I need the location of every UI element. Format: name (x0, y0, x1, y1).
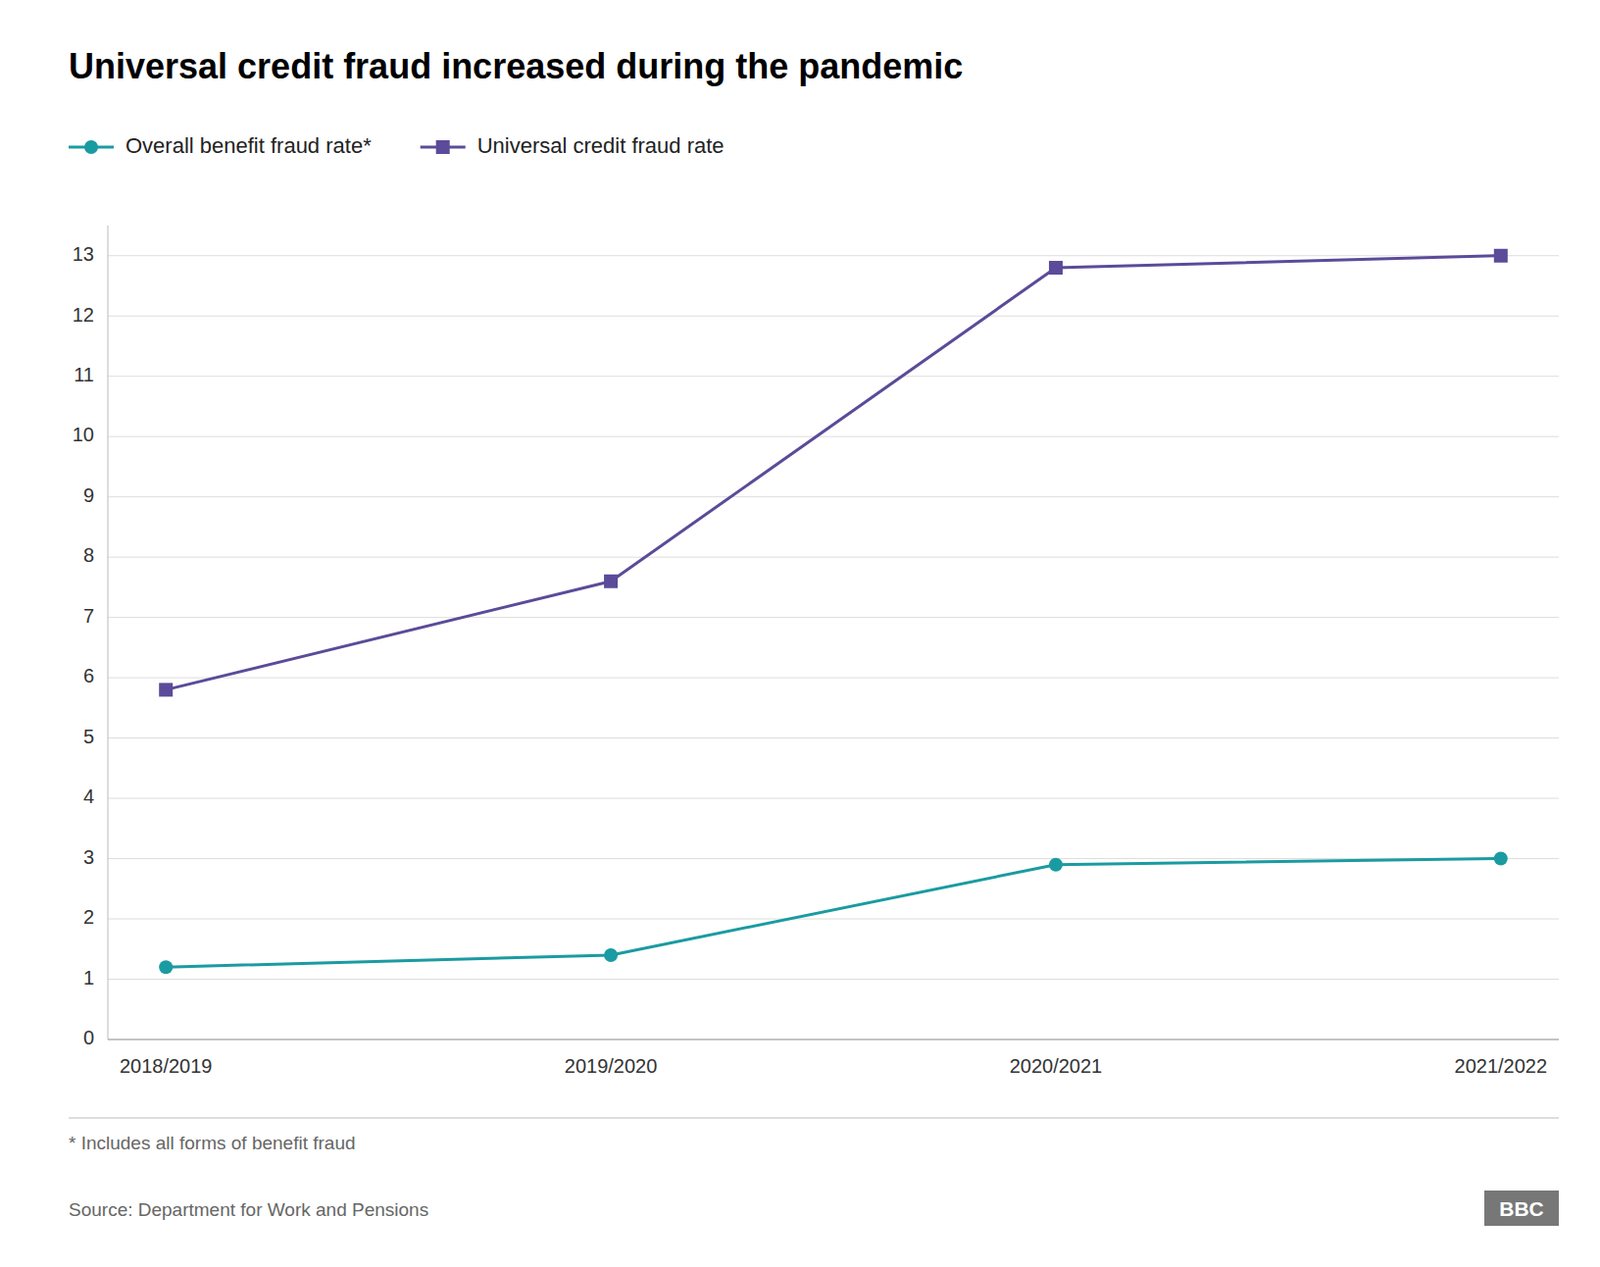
y-tick-label: 1 (83, 966, 95, 989)
y-tick-label: 8 (83, 544, 95, 566)
x-tick-label: 2019/2020 (564, 1054, 658, 1077)
plot-area (158, 249, 1508, 974)
marker (603, 574, 618, 589)
grid-line (107, 496, 1559, 498)
separator (68, 1117, 1559, 1119)
y-tick-label: 2 (83, 905, 95, 928)
legend-item: Overall benefit fraud rate* (68, 133, 372, 158)
line (165, 255, 1501, 691)
y-tick-label: 9 (83, 484, 95, 506)
y-tick-label: 5 (83, 725, 95, 748)
marker (1494, 249, 1508, 263)
marker (1049, 260, 1063, 275)
marker (1049, 857, 1063, 872)
series (158, 851, 1508, 975)
x-tick-label: 2018/2019 (119, 1054, 213, 1077)
x-axis: 2018/2019 2019/2020 2020/2021 2021/2022 (107, 1039, 1559, 1077)
grid-line (107, 798, 1559, 800)
legend-label: Overall benefit fraud rate* (125, 133, 372, 158)
line (165, 858, 1501, 968)
legend-marker (84, 140, 99, 154)
grid-line (107, 436, 1559, 438)
grid-line (107, 918, 1559, 920)
y-tick-label: 7 (83, 604, 95, 627)
grid-line (107, 254, 1559, 256)
y-tick-label: 10 (72, 423, 95, 446)
x-axis-line (107, 1038, 1559, 1040)
badge-box (1484, 1190, 1559, 1226)
y-tick-label: 3 (83, 846, 95, 868)
y-axis-line (107, 225, 109, 1040)
footnote: * Includes all forms of benefit fraud (68, 1132, 356, 1153)
source: Source: Department for Work and Pensions (68, 1199, 429, 1220)
marker (1494, 851, 1508, 866)
marker (158, 959, 173, 974)
grid-line (107, 677, 1559, 679)
background (0, 0, 1600, 1267)
marker (603, 948, 618, 962)
grid-line (107, 737, 1559, 739)
marker (158, 682, 173, 697)
grid-line (107, 1039, 1559, 1041)
x-tick-label: 2021/2022 (1454, 1054, 1549, 1077)
y-tick-label: 13 (72, 243, 95, 265)
grid-line (107, 978, 1559, 980)
grid-line (107, 375, 1559, 377)
series (158, 249, 1508, 698)
grid-line (107, 315, 1559, 317)
legend-label: Universal credit fraud rate (477, 133, 725, 158)
y-tick-label: 4 (83, 785, 95, 807)
legend-item: Universal credit fraud rate (420, 133, 725, 158)
grid-line (107, 556, 1559, 558)
y-tick-label: 0 (83, 1026, 95, 1049)
chart: Universal credit fraud increased during … (0, 0, 1600, 1267)
grid-line (107, 857, 1559, 859)
x-tick-label: 2020/2021 (1009, 1054, 1103, 1077)
title: Universal credit fraud increased during … (68, 46, 963, 87)
y-tick-label: 12 (72, 303, 95, 326)
badge: BBC (1499, 1197, 1545, 1220)
legend-marker (436, 140, 450, 154)
y-axis: 012345678910111213 (72, 225, 1559, 1049)
grid-line (107, 616, 1559, 618)
y-tick-label: 11 (73, 363, 95, 386)
legend: Overall benefit fraud rate* Universal cre… (68, 133, 725, 158)
y-tick-label: 6 (83, 664, 95, 687)
